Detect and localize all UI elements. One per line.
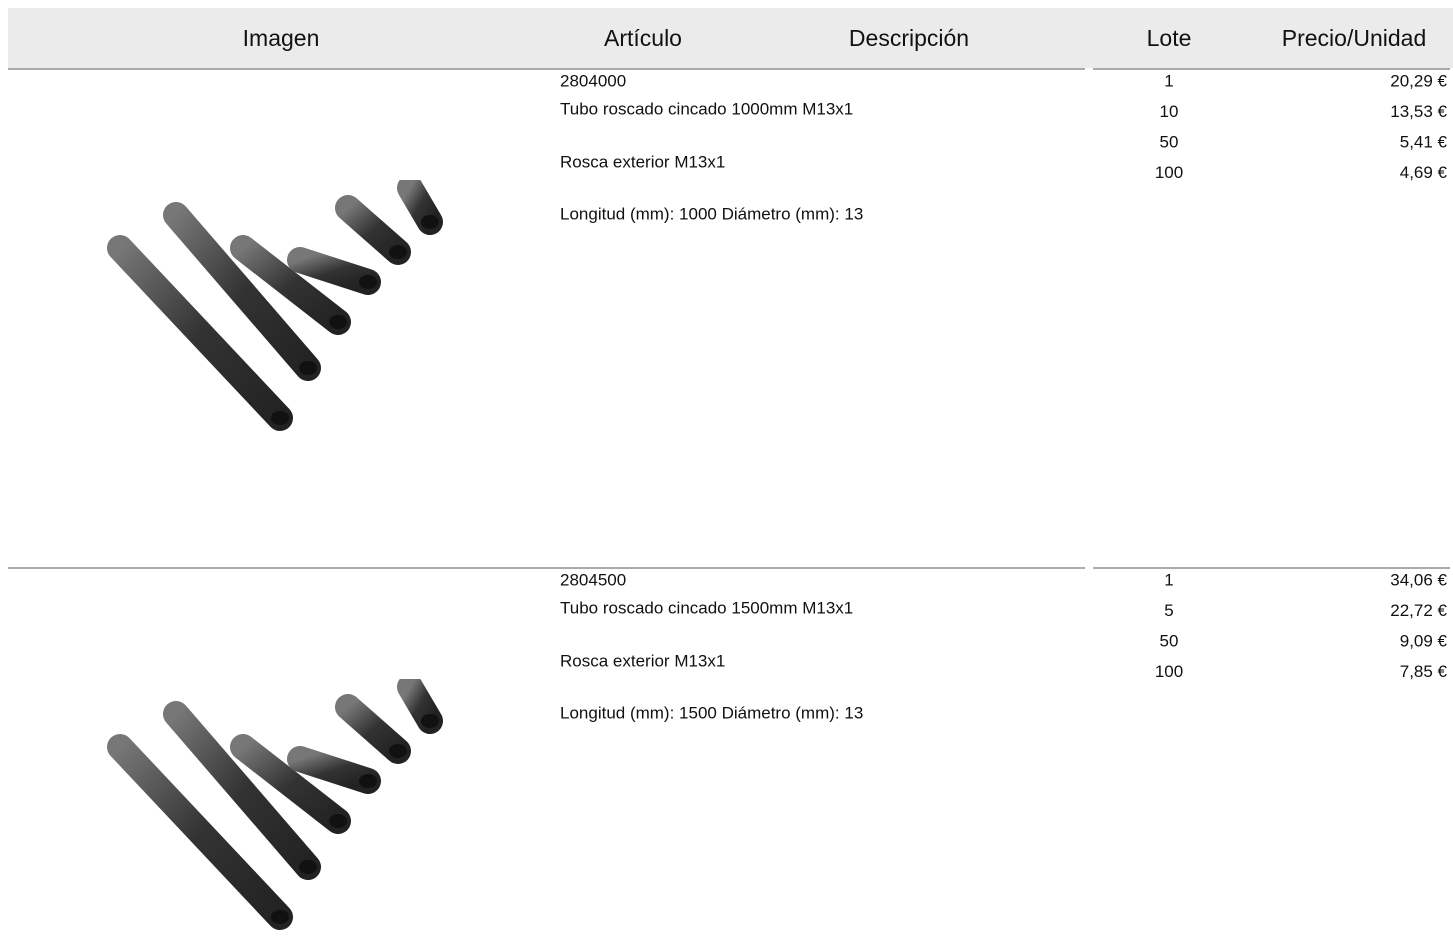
column-header: Lote	[1147, 25, 1192, 51]
unit-price: 34,06 €	[1390, 570, 1447, 589]
article-thread: Rosca exterior M13x1	[560, 651, 725, 670]
article-code: 2804000	[560, 71, 626, 90]
header-bar	[8, 8, 1453, 68]
unit-price: 22,72 €	[1390, 601, 1447, 620]
lot-quantity: 50	[1160, 631, 1179, 650]
product-image	[120, 687, 439, 924]
lot-quantity: 100	[1155, 662, 1183, 681]
article-specs: Longitud (mm): 1500 Diámetro (mm): 13	[560, 703, 863, 722]
product-image	[120, 188, 439, 425]
lot-quantity: 50	[1160, 132, 1179, 151]
article-thread: Rosca exterior M13x1	[560, 152, 725, 171]
article-code: 2804500	[560, 570, 626, 589]
article-name: Tubo roscado cincado 1000mm M13x1	[560, 99, 853, 118]
unit-price: 7,85 €	[1400, 662, 1448, 681]
lot-quantity: 10	[1160, 102, 1179, 121]
unit-price: 5,41 €	[1400, 132, 1448, 151]
unit-price: 20,29 €	[1390, 71, 1447, 90]
unit-price: 9,09 €	[1400, 631, 1448, 650]
lot-quantity: 1	[1164, 570, 1173, 589]
lot-quantity: 100	[1155, 163, 1183, 182]
lot-quantity: 5	[1164, 601, 1173, 620]
column-header: Descripción	[849, 25, 969, 51]
unit-price: 13,53 €	[1390, 102, 1447, 121]
article-name: Tubo roscado cincado 1500mm M13x1	[560, 598, 853, 617]
column-header: Imagen	[243, 25, 320, 51]
lot-quantity: 1	[1164, 71, 1173, 90]
article-specs: Longitud (mm): 1000 Diámetro (mm): 13	[560, 204, 863, 223]
unit-price: 4,69 €	[1400, 163, 1448, 182]
column-header: Artículo	[604, 25, 682, 51]
column-header: Precio/Unidad	[1282, 25, 1426, 51]
